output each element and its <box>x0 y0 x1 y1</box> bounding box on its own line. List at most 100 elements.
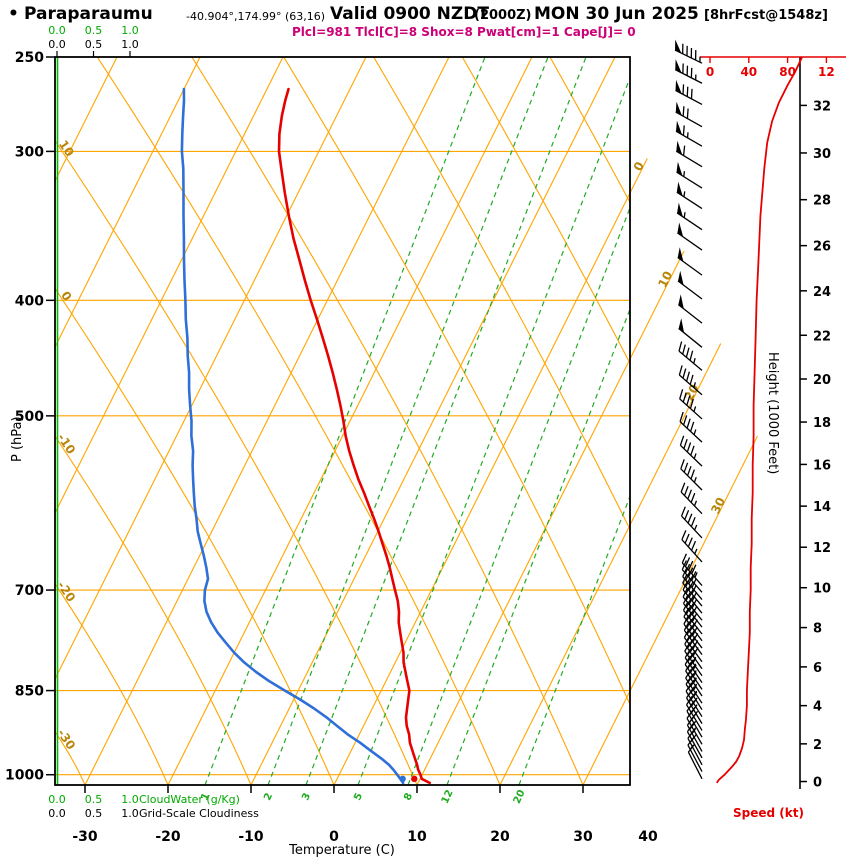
wind-barb-feather <box>689 398 694 409</box>
dry-adiabat-line <box>55 0 850 785</box>
wind-barb-feather <box>688 567 694 578</box>
wind-barb-feather <box>679 411 684 422</box>
wind-barb-staff <box>680 491 703 515</box>
wind-barb-pennant <box>676 140 683 155</box>
wind-barb-staff <box>683 629 703 656</box>
wind-barb-pennant <box>675 59 682 73</box>
wind-barb-staff <box>685 670 703 697</box>
isotherm-line <box>55 57 118 183</box>
wind-barb-feather <box>683 462 689 473</box>
wind-barb-feather <box>686 618 693 629</box>
wind-barb-pennant <box>678 294 684 309</box>
sounding-profiles <box>180 87 431 785</box>
dry-adiabat-line <box>283 57 630 706</box>
wind-barb-feather <box>691 591 698 602</box>
dry-adiabat-line <box>55 0 850 785</box>
wind-barb-feather <box>692 619 698 629</box>
height-tick-label: 22 <box>813 329 831 344</box>
wind-barb-feather <box>682 573 688 584</box>
wind-barb-feather <box>681 553 687 564</box>
wind-barb-staff <box>677 304 703 324</box>
wind-barb-feather <box>689 622 695 633</box>
isotherm-line <box>499 523 630 785</box>
pressure-axis: 250 300 400 500 700 850 1000 <box>5 50 55 784</box>
wind-barb-staff <box>682 582 703 607</box>
wind-barb-pennant <box>676 161 683 176</box>
valid-date: MON 30 Jun 2025 <box>534 4 699 24</box>
wind-barb-staff <box>678 350 703 371</box>
wind-barb-staff <box>682 576 703 600</box>
isotherm-line <box>167 57 533 785</box>
height-tick-label: 24 <box>813 285 831 300</box>
wind-barb-pennant <box>676 181 683 196</box>
wind-barb-feather <box>680 506 686 517</box>
cloudwater-axis-label: CloudWater (g/Kg) <box>139 793 240 806</box>
temperature-tick-label: 10 <box>407 829 427 845</box>
isotherm-label: 0 <box>631 159 647 173</box>
wind-barb-pennant <box>676 120 683 135</box>
wind-barb-feather <box>686 639 694 649</box>
isotherm-extension-line <box>629 250 685 360</box>
wind-barb-staff <box>675 130 703 147</box>
isotherm-line <box>250 57 616 785</box>
plot-border <box>54 56 631 786</box>
wind-barb-staff <box>687 751 703 780</box>
wind-barb-feather <box>688 581 694 591</box>
wind-barb-staff <box>681 562 703 587</box>
wind-barb-feather <box>689 629 696 639</box>
wind-barb-feather <box>686 442 692 453</box>
wind-barb-feather <box>686 108 689 119</box>
wind-barb-pennant <box>675 79 682 94</box>
mixing-ratio-line <box>204 57 486 785</box>
wind-barb-feather <box>692 626 698 636</box>
dry-adiabat-line <box>55 0 850 785</box>
wind-barb-feather <box>692 632 699 643</box>
wind-barb-feather <box>686 611 693 621</box>
wind-barb-feather <box>682 344 686 355</box>
height-tick-label: 14 <box>813 500 831 515</box>
isotherm-extension-line <box>629 435 758 692</box>
wind-barb-feather <box>691 612 698 622</box>
wind-barb-staff <box>681 539 703 563</box>
mixing-ratio-label: 8 <box>402 791 415 802</box>
wind-barb-halffeather <box>694 524 698 531</box>
wind-barb-feather <box>682 587 689 598</box>
wind-barb-feather <box>682 392 687 403</box>
height-tick-label: 8 <box>813 622 822 637</box>
wind-barb-staff <box>677 256 703 276</box>
wind-barb-pennant <box>677 202 683 217</box>
wind-barb-staff <box>679 444 703 467</box>
wind-barb-feather <box>687 729 695 739</box>
wind-barb-staff <box>676 212 703 231</box>
speed-tick-label: 12 <box>818 65 835 79</box>
wind-barb-feather <box>682 580 689 591</box>
wind-barb-feather <box>689 615 695 625</box>
wind-barb-feather <box>690 445 695 456</box>
cloudiness-scale-tick: 0.0 <box>48 807 66 820</box>
wind-barb-feather <box>686 702 694 712</box>
dewpoint-curve <box>180 87 405 785</box>
wind-barb-pennant <box>677 247 684 262</box>
wind-barb-feather <box>682 594 689 604</box>
wind-barb-feather <box>686 689 693 699</box>
dry-adiabat-line <box>461 57 630 365</box>
dewpoint-surface-marker <box>399 775 406 783</box>
wind-barb-staff <box>686 724 703 752</box>
wind-barb-feather <box>692 647 699 657</box>
skewt-gridlines <box>55 0 850 785</box>
wind-barb-feather <box>685 371 690 382</box>
wind-barb-staff <box>678 327 703 348</box>
wind-barb-staff <box>683 603 703 628</box>
wind-barb-feather <box>682 145 686 156</box>
temperature-tick-label: 0 <box>329 829 339 845</box>
wind-barb-feather <box>686 625 693 635</box>
wind-barb-feather <box>682 601 689 611</box>
pressure-tick-label: 300 <box>15 144 44 160</box>
wind-barb-halffeather <box>693 358 696 364</box>
wind-barb-feather <box>686 395 691 406</box>
wind-barb-feather <box>687 537 693 548</box>
wind-barb-feather <box>682 567 688 577</box>
mixing-ratio-labels: 1 2 3 5 8 12 20 <box>199 788 527 805</box>
wind-barb-feather <box>690 88 693 99</box>
